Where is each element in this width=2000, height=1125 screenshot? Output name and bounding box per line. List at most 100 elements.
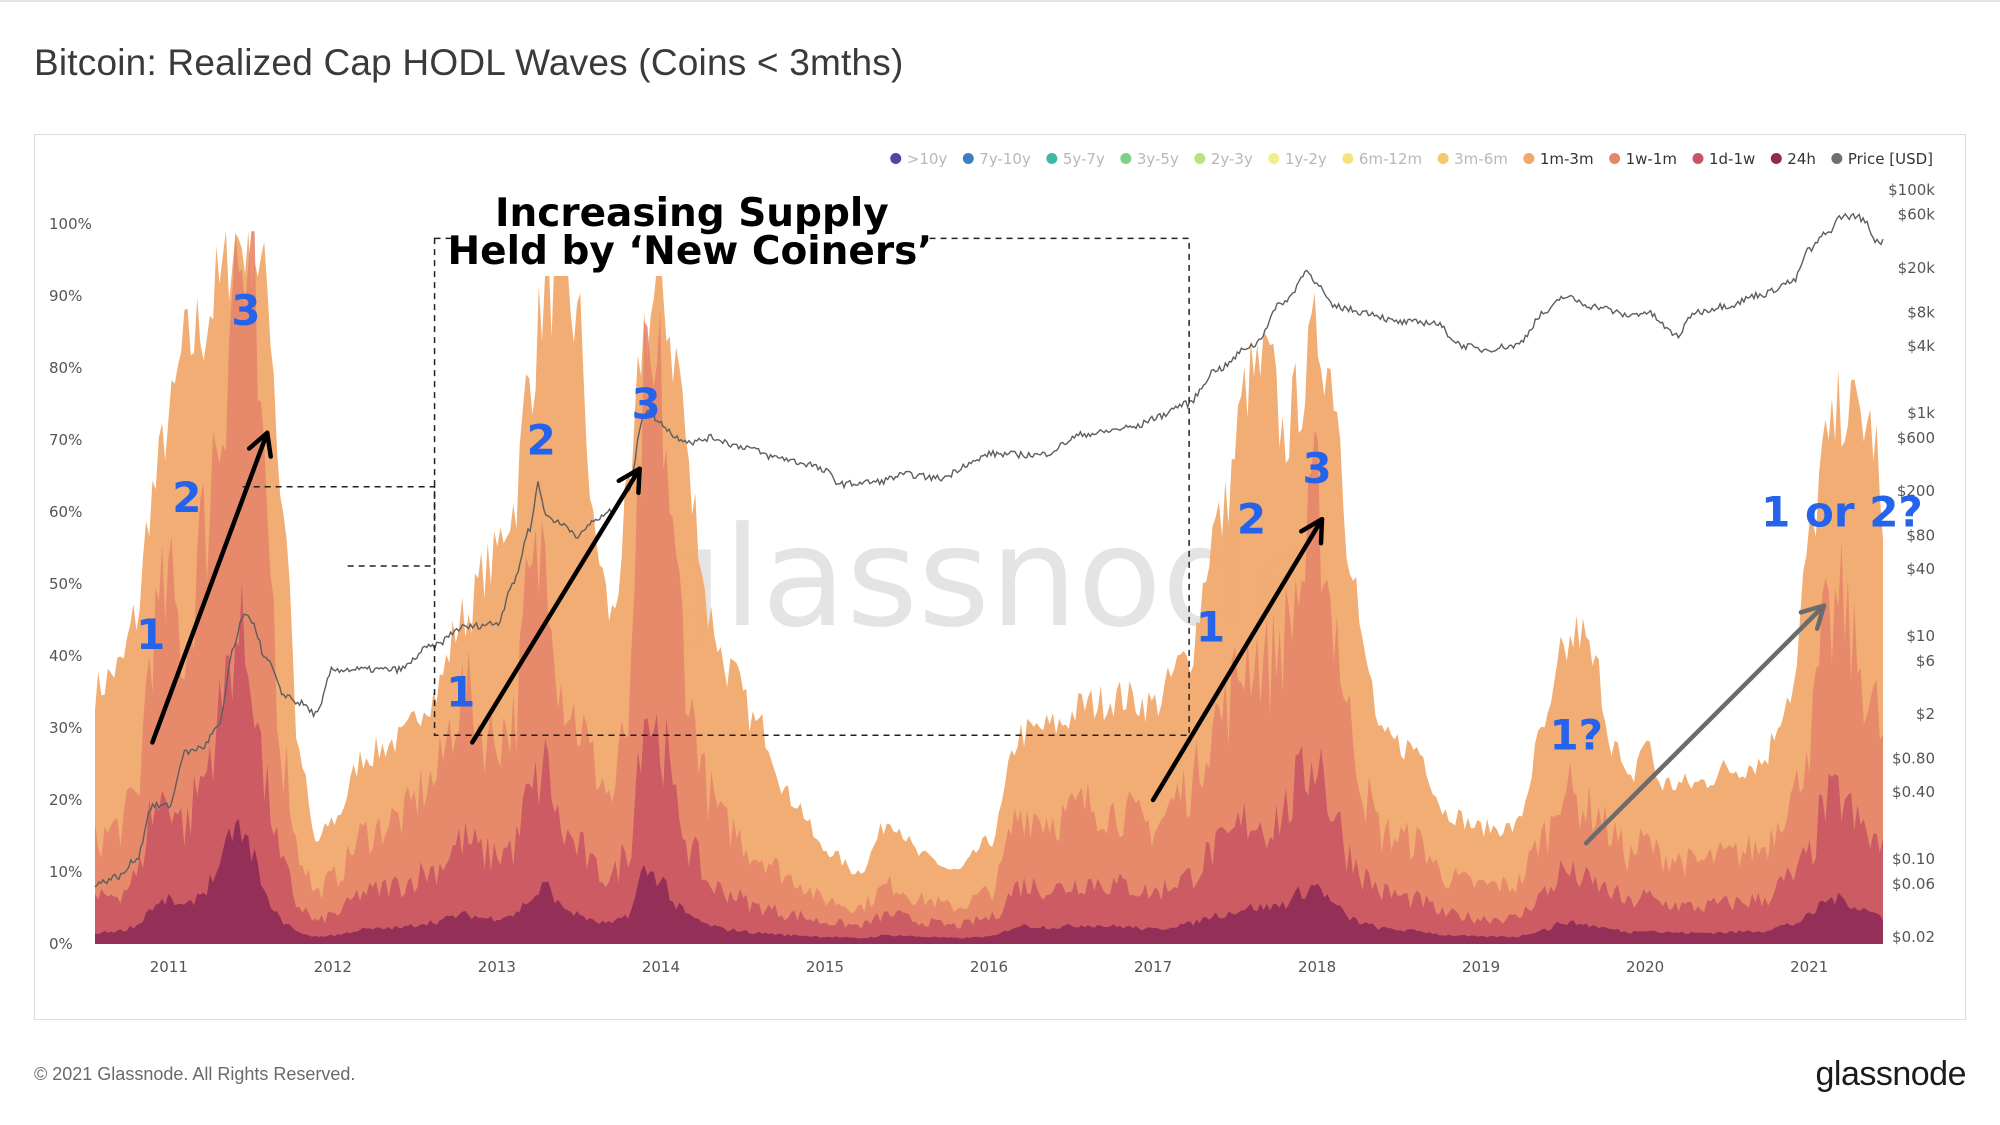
annotation-label: 2 [527, 415, 556, 464]
annotation-label: 2 [172, 473, 201, 522]
legend-dot[interactable] [1609, 153, 1621, 164]
y2-tick-label: $4k [1907, 337, 1935, 355]
annotation-arrow-head [1798, 603, 1827, 631]
x-tick-label: 2015 [806, 958, 844, 976]
y2-tick-label: $0.02 [1892, 928, 1935, 946]
y-tick-label: 20% [49, 791, 82, 809]
y2-tick-label: $80 [1906, 526, 1935, 544]
annotation-dashed-connector [242, 486, 436, 567]
y2-tick-label: $2 [1916, 705, 1935, 723]
annotation-label: 1 or 2? [1761, 487, 1923, 536]
y2-tick-label: $100k [1888, 181, 1935, 199]
x-tick-label: 2021 [1790, 958, 1828, 976]
y-tick-label: 70% [49, 431, 82, 449]
legend-dot[interactable] [1120, 153, 1132, 164]
y-tick-label: 80% [49, 359, 82, 377]
y-tick-label: 90% [49, 287, 82, 305]
legend-label[interactable]: Price [USD] [1848, 150, 1933, 168]
legend-dot[interactable] [1437, 153, 1449, 164]
annotation-title-line1: Increasing Supply [495, 191, 889, 236]
x-tick-label: 2016 [970, 958, 1008, 976]
x-tick-label: 2018 [1298, 958, 1336, 976]
y2-tick-label: $0.40 [1892, 783, 1935, 801]
axis-layer: 0% 10% 20% 30% 40% 50% 60% 70% 80% 90% 100% 2011 201… [49, 181, 1935, 976]
legend-label[interactable]: 1y-2y [1285, 150, 1327, 168]
annotation-label: 3 [1302, 444, 1331, 493]
legend-dot[interactable] [890, 153, 902, 164]
legend-label[interactable]: >10y [907, 150, 948, 168]
y-tick-label: 60% [49, 503, 82, 521]
y-tick-label: 30% [49, 719, 82, 737]
y2-tick-label: $1k [1907, 404, 1935, 422]
annotation-title-background [456, 196, 927, 276]
legend-label[interactable]: 1d-1w [1709, 150, 1755, 168]
x-tick-label: 2020 [1626, 958, 1664, 976]
legend-dot[interactable] [1342, 153, 1354, 164]
x-tick-label: 2013 [478, 958, 516, 976]
page-title: Bitcoin: Realized Cap HODL Waves (Coins … [34, 42, 904, 83]
legend-label[interactable]: 7y-10y [979, 150, 1031, 168]
y2-tick-label: $600 [1897, 429, 1935, 447]
y-tick-label: 40% [49, 647, 82, 665]
annotation-arrow-head [616, 466, 642, 496]
price-line [94, 212, 1884, 888]
legend-label[interactable]: 6m-12m [1359, 150, 1422, 168]
legend-dot[interactable] [1046, 153, 1058, 164]
top-rule [0, 0, 2000, 2]
legend-label[interactable]: 1m-3m [1540, 150, 1594, 168]
annotation-arrow-shaft [1583, 603, 1827, 846]
legend-layer[interactable]: Price [USD] 24h 1d-1w 1w-1m 1m-3m 3m-6m 6m-12m… [890, 150, 1933, 168]
legend-dot[interactable] [1268, 153, 1280, 164]
x-tick-label: 2011 [150, 958, 188, 976]
annotation-label: 1 [136, 610, 165, 659]
area-1d-1w [95, 583, 1883, 944]
annotation-arrow-shaft [470, 466, 642, 745]
legend-label[interactable]: 1w-1m [1626, 150, 1677, 168]
y2-tick-label: $0.80 [1892, 749, 1935, 767]
y2-tick-label: $20k [1898, 259, 1936, 277]
y2-tick-label: $60k [1898, 206, 1936, 224]
annotation-arrow-shaft [1150, 516, 1325, 803]
y-tick-label: 10% [49, 863, 82, 881]
legend-dot[interactable] [1692, 153, 1704, 164]
footer-logo[interactable]: glassnode [1815, 1055, 1966, 1093]
area-1w-1m [95, 231, 1883, 944]
area-24h [95, 819, 1883, 944]
y2-tick-label: $8k [1907, 303, 1935, 321]
annotation-arrow-head [246, 430, 273, 459]
y2-tick-label: $200 [1897, 482, 1935, 500]
legend-dot[interactable] [1831, 153, 1843, 164]
y-tick-label: 0% [49, 935, 73, 953]
annotation-arrow-shaft [150, 430, 270, 745]
legend-label[interactable]: 3y-5y [1137, 150, 1179, 168]
legend-dot[interactable] [1194, 153, 1206, 164]
legend-label[interactable]: 3m-6m [1454, 150, 1508, 168]
annotation-title-line2: Held by ‘New Coiners’ [448, 229, 933, 274]
legend-dot[interactable] [962, 153, 974, 164]
legend-label[interactable]: 24h [1787, 150, 1816, 168]
annotation-label: 1? [1549, 711, 1603, 760]
y-tick-label: 100% [49, 215, 92, 233]
price-layer [94, 212, 1884, 888]
legend-label[interactable]: 2y-3y [1211, 150, 1253, 168]
annotation-label: 2 [1237, 495, 1266, 544]
annotation-layer: Increasing Supply Held by ‘New Coiners’ … [136, 191, 1923, 846]
x-tick-label: 2014 [642, 958, 680, 976]
legend-dot[interactable] [1523, 153, 1535, 164]
annotation-label: 1 [1196, 603, 1225, 652]
legend-label[interactable]: 5y-7y [1063, 150, 1105, 168]
x-tick-label: 2017 [1134, 958, 1172, 976]
annotation-label: 3 [231, 286, 260, 335]
y2-tick-label: $40 [1906, 560, 1935, 578]
y2-tick-label: $10 [1906, 627, 1935, 645]
chart-frame [34, 134, 1966, 1020]
x-tick-label: 2012 [314, 958, 352, 976]
area-layer [95, 231, 1883, 944]
x-tick-label: 2019 [1462, 958, 1500, 976]
y-tick-label: 50% [49, 575, 82, 593]
footer-copyright: © 2021 Glassnode. All Rights Reserved. [34, 1064, 356, 1084]
legend-dot[interactable] [1770, 153, 1782, 164]
y2-tick-label: $0.06 [1892, 875, 1935, 893]
y2-tick-label: $6 [1916, 652, 1935, 670]
